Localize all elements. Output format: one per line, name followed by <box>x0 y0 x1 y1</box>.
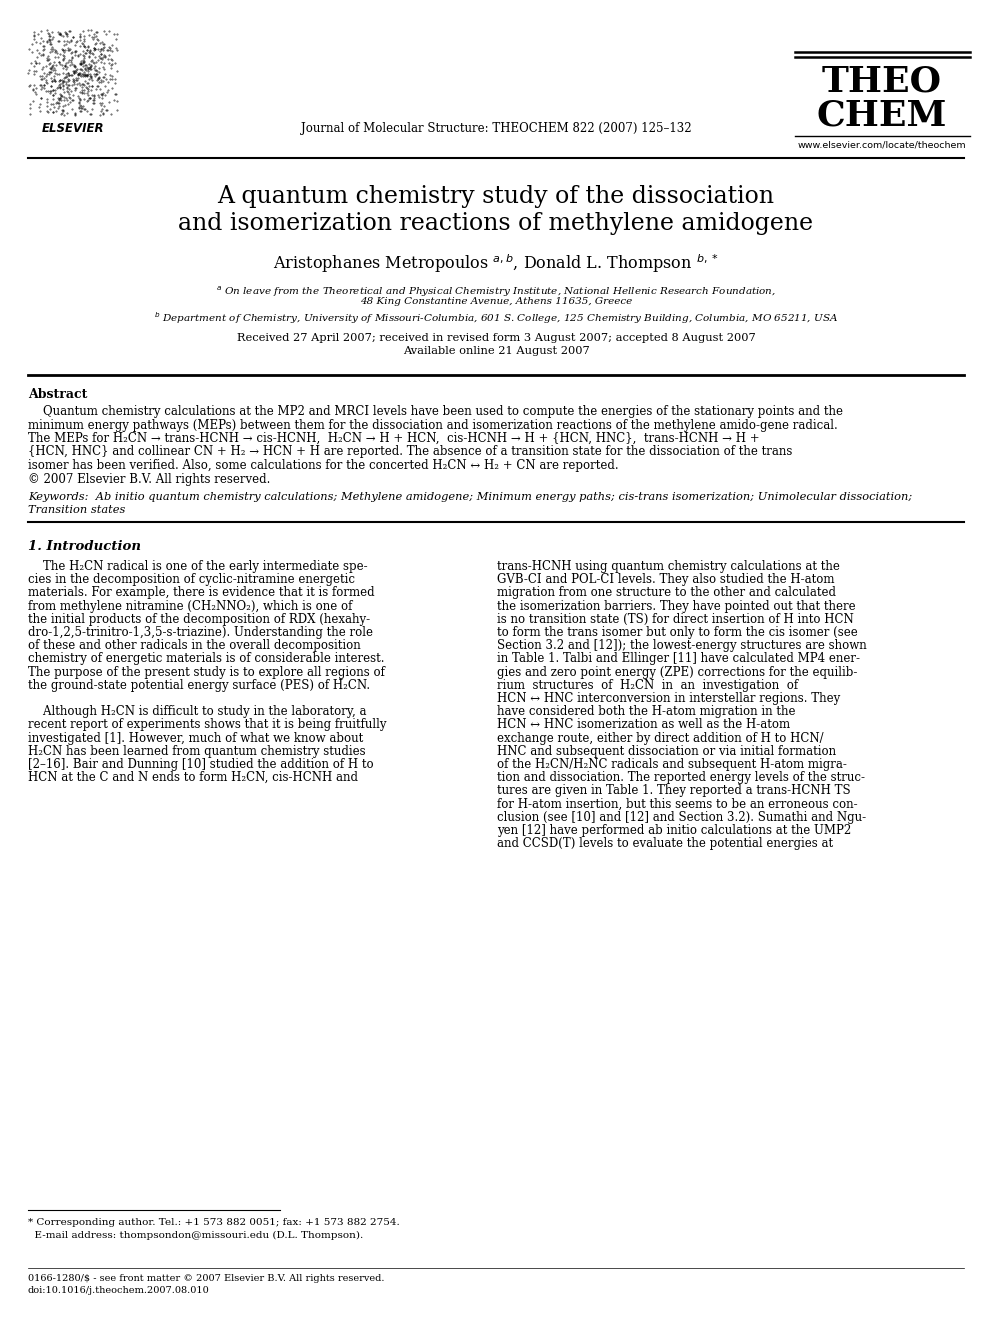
Text: Section 3.2 and [12]); the lowest-energy structures are shown: Section 3.2 and [12]); the lowest-energy… <box>497 639 867 652</box>
Text: ELSEVIER: ELSEVIER <box>42 122 104 135</box>
Text: Journal of Molecular Structure: THEOCHEM 822 (2007) 125–132: Journal of Molecular Structure: THEOCHEM… <box>301 122 691 135</box>
Text: The MEPs for H₂CN → trans-HCNH → cis-HCNH,  H₂CN → H + HCN,  cis-HCNH → H + {HCN: The MEPs for H₂CN → trans-HCNH → cis-HCN… <box>28 433 760 445</box>
Text: Available online 21 August 2007: Available online 21 August 2007 <box>403 347 589 356</box>
Text: migration from one structure to the other and calculated: migration from one structure to the othe… <box>497 586 836 599</box>
Text: Keywords:  Ab initio quantum chemistry calculations; Methylene amidogene; Minimu: Keywords: Ab initio quantum chemistry ca… <box>28 492 913 501</box>
Text: of these and other radicals in the overall decomposition: of these and other radicals in the overa… <box>28 639 361 652</box>
Text: Received 27 April 2007; received in revised form 3 August 2007; accepted 8 Augus: Received 27 April 2007; received in revi… <box>237 333 755 343</box>
Text: Aristophanes Metropoulos $^{a,b}$, Donald L. Thompson $^{b,*}$: Aristophanes Metropoulos $^{a,b}$, Donal… <box>274 251 718 275</box>
Text: tures are given in Table 1. They reported a trans-HCNH TS: tures are given in Table 1. They reporte… <box>497 785 850 798</box>
Text: Quantum chemistry calculations at the MP2 and MRCI levels have been used to comp: Quantum chemistry calculations at the MP… <box>28 405 843 418</box>
Text: CHEM: CHEM <box>816 98 947 132</box>
Text: in Table 1. Talbi and Ellinger [11] have calculated MP4 ener-: in Table 1. Talbi and Ellinger [11] have… <box>497 652 860 665</box>
Text: 0166-1280/$ - see front matter © 2007 Elsevier B.V. All rights reserved.: 0166-1280/$ - see front matter © 2007 El… <box>28 1274 385 1283</box>
Text: chemistry of energetic materials is of considerable interest.: chemistry of energetic materials is of c… <box>28 652 385 665</box>
Text: doi:10.1016/j.theochem.2007.08.010: doi:10.1016/j.theochem.2007.08.010 <box>28 1286 209 1295</box>
Text: gies and zero point energy (ZPE) corrections for the equilib-: gies and zero point energy (ZPE) correct… <box>497 665 857 679</box>
Text: have considered both the H-atom migration in the: have considered both the H-atom migratio… <box>497 705 796 718</box>
Text: rium  structures  of  H₂CN  in  an  investigation  of: rium structures of H₂CN in an investigat… <box>497 679 799 692</box>
Text: investigated [1]. However, much of what we know about: investigated [1]. However, much of what … <box>28 732 363 745</box>
Text: materials. For example, there is evidence that it is formed: materials. For example, there is evidenc… <box>28 586 375 599</box>
Text: exchange route, either by direct addition of H to HCN/: exchange route, either by direct additio… <box>497 732 823 745</box>
Text: [2–16]. Bair and Dunning [10] studied the addition of H to: [2–16]. Bair and Dunning [10] studied th… <box>28 758 374 771</box>
Text: © 2007 Elsevier B.V. All rights reserved.: © 2007 Elsevier B.V. All rights reserved… <box>28 472 271 486</box>
Text: is no transition state (TS) for direct insertion of H into HCN: is no transition state (TS) for direct i… <box>497 613 854 626</box>
Text: HNC and subsequent dissociation or via initial formation: HNC and subsequent dissociation or via i… <box>497 745 836 758</box>
Text: 1. Introduction: 1. Introduction <box>28 540 141 553</box>
Text: Abstract: Abstract <box>28 388 87 401</box>
Text: for H-atom insertion, but this seems to be an erroneous con-: for H-atom insertion, but this seems to … <box>497 798 858 811</box>
Text: yen [12] have performed ab initio calculations at the UMP2: yen [12] have performed ab initio calcul… <box>497 824 851 837</box>
Text: 48 King Constantine Avenue, Athens 11635, Greece: 48 King Constantine Avenue, Athens 11635… <box>360 296 632 306</box>
Text: $^{b}$ Department of Chemistry, University of Missouri-Columbia, 601 S. College,: $^{b}$ Department of Chemistry, Universi… <box>154 310 838 325</box>
Text: the isomerization barriers. They have pointed out that there: the isomerization barriers. They have po… <box>497 599 856 613</box>
Text: Transition states: Transition states <box>28 505 125 515</box>
Text: minimum energy pathways (MEPs) between them for the dissociation and isomerizati: minimum energy pathways (MEPs) between t… <box>28 418 838 431</box>
Text: from methylene nitramine (CH₂NNO₂), which is one of: from methylene nitramine (CH₂NNO₂), whic… <box>28 599 352 613</box>
Text: {HCN, HNC} and collinear CN + H₂ → HCN + H are reported. The absence of a transi: {HCN, HNC} and collinear CN + H₂ → HCN +… <box>28 446 793 459</box>
Text: E-mail address: thompsondon@missouri.edu (D.L. Thompson).: E-mail address: thompsondon@missouri.edu… <box>28 1230 363 1240</box>
Text: clusion (see [10] and [12] and Section 3.2). Sumathi and Ngu-: clusion (see [10] and [12] and Section 3… <box>497 811 866 824</box>
Text: and isomerization reactions of methylene amidogene: and isomerization reactions of methylene… <box>179 212 813 235</box>
Text: trans-HCNH using quantum chemistry calculations at the: trans-HCNH using quantum chemistry calcu… <box>497 560 840 573</box>
Text: * Corresponding author. Tel.: +1 573 882 0051; fax: +1 573 882 2754.: * Corresponding author. Tel.: +1 573 882… <box>28 1218 400 1226</box>
Text: www.elsevier.com/locate/theochem: www.elsevier.com/locate/theochem <box>798 142 966 149</box>
Text: The H₂CN radical is one of the early intermediate spe-: The H₂CN radical is one of the early int… <box>28 560 368 573</box>
Text: HCN ↔ HNC isomerization as well as the H-atom: HCN ↔ HNC isomerization as well as the H… <box>497 718 790 732</box>
Text: A quantum chemistry study of the dissociation: A quantum chemistry study of the dissoci… <box>217 185 775 208</box>
Text: to form the trans isomer but only to form the cis isomer (see: to form the trans isomer but only to for… <box>497 626 858 639</box>
Text: tion and dissociation. The reported energy levels of the struc-: tion and dissociation. The reported ener… <box>497 771 865 785</box>
Text: the initial products of the decomposition of RDX (hexahy-: the initial products of the decompositio… <box>28 613 370 626</box>
Text: isomer has been verified. Also, some calculations for the concerted H₂CN ↔ H₂ + : isomer has been verified. Also, some cal… <box>28 459 619 472</box>
Text: the ground-state potential energy surface (PES) of H₂CN.: the ground-state potential energy surfac… <box>28 679 370 692</box>
Text: and CCSD(T) levels to evaluate the potential energies at: and CCSD(T) levels to evaluate the poten… <box>497 837 833 851</box>
Text: H₂CN has been learned from quantum chemistry studies: H₂CN has been learned from quantum chemi… <box>28 745 366 758</box>
Text: GVB-CI and POL-CI levels. They also studied the H-atom: GVB-CI and POL-CI levels. They also stud… <box>497 573 834 586</box>
Text: cies in the decomposition of cyclic-nitramine energetic: cies in the decomposition of cyclic-nitr… <box>28 573 355 586</box>
Text: dro-1,2,5-trinitro-1,3,5-s-triazine). Understanding the role: dro-1,2,5-trinitro-1,3,5-s-triazine). Un… <box>28 626 373 639</box>
Text: HCN ↔ HNC interconversion in interstellar regions. They: HCN ↔ HNC interconversion in interstella… <box>497 692 840 705</box>
Text: $^{a}$ On leave from the Theoretical and Physical Chemistry Institute, National : $^{a}$ On leave from the Theoretical and… <box>216 284 776 299</box>
Text: The purpose of the present study is to explore all regions of: The purpose of the present study is to e… <box>28 665 385 679</box>
Text: recent report of experiments shows that it is being fruitfully: recent report of experiments shows that … <box>28 718 387 732</box>
Text: HCN at the C and N ends to form H₂CN, cis-HCNH and: HCN at the C and N ends to form H₂CN, ci… <box>28 771 358 785</box>
Text: THEO: THEO <box>822 65 942 99</box>
Text: Although H₂CN is difficult to study in the laboratory, a: Although H₂CN is difficult to study in t… <box>28 705 366 718</box>
Text: of the H₂CN/H₂NC radicals and subsequent H-atom migra-: of the H₂CN/H₂NC radicals and subsequent… <box>497 758 847 771</box>
